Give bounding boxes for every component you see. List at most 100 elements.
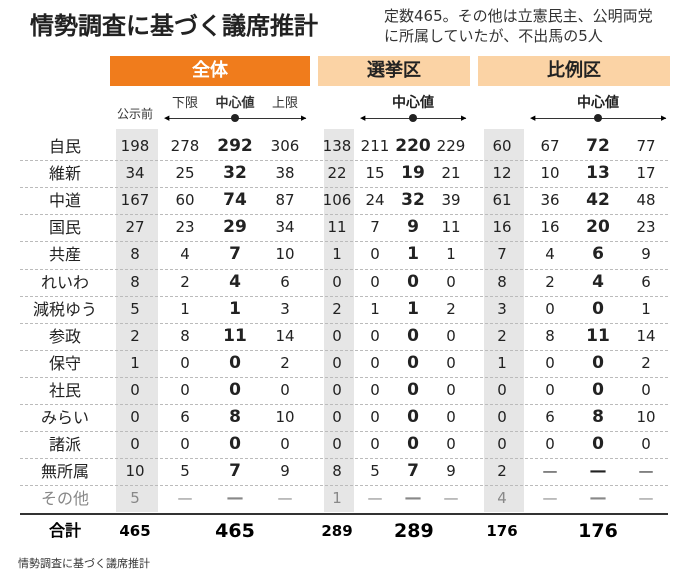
cell: 2 — [545, 272, 555, 291]
baseline-column — [116, 129, 158, 513]
cell: 0 — [130, 380, 140, 399]
cell: 278 — [170, 137, 200, 155]
cell: 5 — [130, 489, 140, 508]
subheader: 下限 — [171, 96, 198, 111]
cell: 0 — [280, 435, 290, 454]
total-cell: 289 — [321, 522, 353, 541]
cell: 48 — [636, 191, 656, 210]
subheader: 中心値 — [577, 95, 619, 111]
row-label: 参政 — [48, 326, 81, 346]
cell: 8 — [130, 245, 140, 264]
arrow-head: ◀ — [164, 114, 170, 122]
cell: 2 — [180, 272, 190, 291]
cell: 3 — [497, 299, 507, 318]
cell: 138 — [322, 137, 352, 155]
cell: — — [277, 489, 293, 508]
cell: 2 — [332, 299, 342, 318]
cell: 211 — [360, 137, 390, 155]
group-header: 選挙区 — [318, 56, 470, 86]
cell: 17 — [636, 164, 656, 183]
cell: 3 — [280, 299, 290, 318]
cell: 36 — [540, 191, 560, 210]
cell: 0 — [370, 408, 380, 426]
cell: 7 — [407, 461, 419, 482]
cell: 1 — [180, 299, 190, 318]
total-cell: 465 — [215, 520, 255, 543]
row-divider — [20, 268, 668, 270]
cell: 0 — [370, 272, 380, 291]
cell: 0 — [180, 380, 190, 399]
cell: 0 — [332, 353, 342, 372]
cell: — — [638, 462, 654, 481]
total-cell: 289 — [394, 520, 434, 543]
cell: 1 — [229, 298, 241, 319]
cell: 42 — [586, 190, 610, 211]
cell: 198 — [120, 137, 150, 155]
cell: 22 — [327, 164, 347, 183]
cell: 7 — [229, 461, 241, 482]
cell: 77 — [636, 137, 656, 155]
cell: 0 — [229, 434, 241, 455]
cell: — — [177, 489, 193, 508]
subheader: 中心値 — [215, 96, 255, 111]
cell: 7 — [229, 244, 241, 265]
row-divider — [20, 322, 668, 324]
cell: 2 — [446, 299, 456, 318]
cell: 8 — [332, 462, 342, 481]
cell: 67 — [540, 137, 560, 155]
cell: 60 — [175, 191, 195, 210]
cell: 0 — [641, 435, 651, 454]
cell: 8 — [180, 326, 190, 345]
cell: 15 — [365, 164, 385, 183]
row-label: 中道 — [48, 191, 81, 211]
arrow-head: ◀ — [530, 114, 536, 122]
cell: 8 — [130, 272, 140, 291]
total-cell: 465 — [119, 522, 151, 541]
subheader: 中心値 — [392, 95, 434, 111]
cell: 0 — [497, 408, 507, 426]
cell: 9 — [407, 217, 419, 238]
cell: 6 — [180, 408, 190, 426]
cell: 20 — [586, 217, 610, 238]
cell: 5 — [370, 462, 380, 481]
cell: 0 — [370, 435, 380, 454]
cell: 0 — [446, 353, 456, 372]
cell: 7 — [370, 218, 380, 237]
cell: 220 — [395, 136, 431, 156]
cell: 5 — [130, 299, 140, 318]
cell: 74 — [223, 190, 247, 211]
cell: 32 — [223, 163, 247, 184]
cell: 72 — [586, 136, 610, 156]
cell: — — [542, 462, 558, 481]
group-header: 比例区 — [478, 56, 670, 86]
row-label: 共産 — [48, 245, 81, 265]
cell: 0 — [545, 380, 555, 399]
cell: 7 — [497, 245, 507, 264]
cell: 306 — [270, 137, 300, 155]
cell: 1 — [130, 353, 140, 372]
cell: 6 — [280, 272, 290, 291]
cell: 1 — [641, 299, 651, 318]
group-header: 全体 — [110, 56, 310, 86]
cell: 6 — [641, 272, 651, 291]
cell: — — [589, 461, 607, 482]
cell: 0 — [407, 407, 419, 427]
row-label: その他 — [40, 489, 89, 509]
row-label: れいわ — [40, 272, 89, 292]
cell: 0 — [370, 380, 380, 399]
cell: 0 — [446, 272, 456, 291]
cell: 34 — [125, 164, 145, 183]
cell: — — [638, 489, 654, 508]
cell: 10 — [540, 164, 560, 183]
cell: 19 — [401, 163, 425, 184]
cell: 34 — [275, 218, 295, 237]
cell: 2 — [497, 326, 507, 345]
cell: 11 — [327, 218, 347, 237]
cell: 9 — [280, 462, 290, 481]
cell: 6 — [592, 244, 604, 265]
cell: 0 — [592, 434, 604, 455]
cell: 0 — [180, 353, 190, 372]
cell: — — [542, 489, 558, 508]
cell: 10 — [636, 408, 656, 426]
cell: 8 — [545, 326, 555, 345]
